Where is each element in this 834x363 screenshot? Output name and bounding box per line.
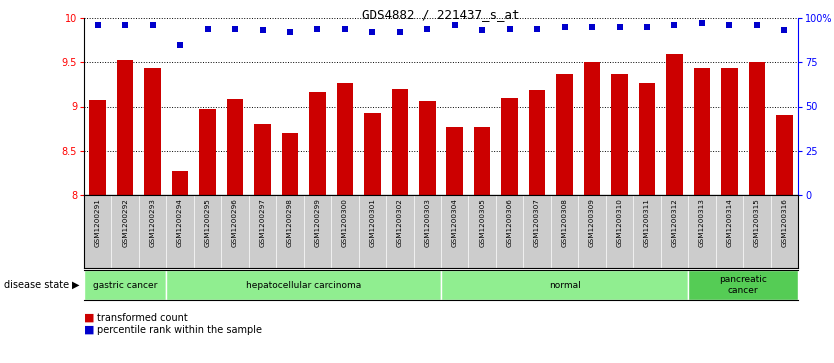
Text: disease state: disease state (4, 280, 69, 290)
Bar (776, 115, 792, 195)
Point (365, 29, 379, 35)
Point (723, 22, 736, 28)
Bar (117, 61, 133, 195)
Point (503, 26, 516, 32)
Point (530, 26, 544, 32)
Text: GDS4882 / 221437_s_at: GDS4882 / 221437_s_at (362, 8, 520, 21)
Point (475, 28, 489, 33)
Text: GSM1200310: GSM1200310 (616, 198, 622, 247)
Text: GSM1200294: GSM1200294 (177, 198, 183, 247)
Bar (639, 83, 656, 195)
Bar (337, 83, 353, 195)
Bar (666, 54, 683, 195)
Text: GSM1200315: GSM1200315 (754, 198, 760, 247)
Bar (501, 98, 518, 195)
Bar (446, 127, 463, 195)
Text: GSM1200292: GSM1200292 (123, 198, 128, 247)
Text: GSM1200307: GSM1200307 (534, 198, 540, 247)
Point (420, 26, 434, 32)
Point (118, 22, 132, 28)
Bar (556, 74, 573, 195)
Bar (227, 99, 244, 195)
Text: transformed count: transformed count (97, 313, 188, 323)
Text: GSM1200299: GSM1200299 (314, 198, 320, 247)
Point (173, 42, 187, 48)
Text: GSM1200296: GSM1200296 (232, 198, 238, 247)
Bar (199, 109, 216, 195)
Point (339, 26, 352, 32)
Text: GSM1200297: GSM1200297 (259, 198, 265, 247)
Bar (144, 68, 161, 195)
Bar (364, 113, 380, 195)
Bar (419, 101, 435, 195)
Text: ■: ■ (84, 325, 94, 335)
Text: GSM1200295: GSM1200295 (204, 198, 210, 247)
Bar (529, 90, 545, 195)
Point (91, 22, 104, 28)
Text: ▶: ▶ (73, 280, 80, 290)
Text: normal: normal (549, 281, 580, 290)
Text: GSM1200313: GSM1200313 (699, 198, 705, 247)
Text: gastric cancer: gastric cancer (93, 281, 158, 290)
Point (448, 22, 461, 28)
Bar (611, 74, 628, 195)
Text: GSM1200312: GSM1200312 (671, 198, 677, 247)
Point (668, 22, 681, 28)
Bar (89, 100, 106, 195)
Bar (282, 133, 299, 195)
Text: pancreatic
cancer: pancreatic cancer (719, 275, 767, 295)
Text: GSM1200293: GSM1200293 (149, 198, 156, 247)
Text: GSM1200303: GSM1200303 (425, 198, 430, 247)
Point (201, 26, 214, 32)
Bar (84, 270, 167, 300)
Text: GSM1200306: GSM1200306 (506, 198, 513, 247)
Text: GSM1200311: GSM1200311 (644, 198, 650, 247)
Text: percentile rank within the sample: percentile rank within the sample (97, 325, 262, 335)
Bar (721, 68, 737, 195)
Text: GSM1200291: GSM1200291 (95, 198, 101, 247)
Bar (392, 89, 408, 195)
Point (777, 28, 791, 33)
Bar (441, 270, 688, 300)
Bar (694, 68, 710, 195)
Text: GSM1200308: GSM1200308 (561, 198, 568, 247)
Point (146, 22, 159, 28)
Point (696, 20, 709, 26)
Text: GSM1200301: GSM1200301 (369, 198, 375, 247)
Text: ■: ■ (84, 313, 94, 323)
Text: GSM1200309: GSM1200309 (589, 198, 595, 247)
Point (641, 24, 654, 30)
Text: GSM1200302: GSM1200302 (397, 198, 403, 247)
Bar (688, 270, 798, 300)
Point (229, 26, 242, 32)
Text: GSM1200300: GSM1200300 (342, 198, 348, 247)
Bar (254, 124, 271, 195)
Bar (167, 270, 441, 300)
Point (311, 26, 324, 32)
Point (256, 28, 269, 33)
Bar (749, 62, 765, 195)
Text: hepatocellular carcinoma: hepatocellular carcinoma (246, 281, 361, 290)
Text: GSM1200304: GSM1200304 (452, 198, 458, 247)
Text: GSM1200305: GSM1200305 (480, 198, 485, 247)
Text: GSM1200298: GSM1200298 (287, 198, 293, 247)
Text: GSM1200314: GSM1200314 (726, 198, 732, 247)
Point (613, 24, 626, 30)
Bar (309, 92, 325, 195)
Bar (584, 62, 600, 195)
Text: GSM1200316: GSM1200316 (781, 198, 787, 247)
Point (585, 24, 599, 30)
Point (284, 29, 297, 35)
Point (750, 22, 763, 28)
Bar (172, 171, 188, 195)
Bar (474, 127, 490, 195)
Point (393, 29, 406, 35)
Point (558, 24, 571, 30)
